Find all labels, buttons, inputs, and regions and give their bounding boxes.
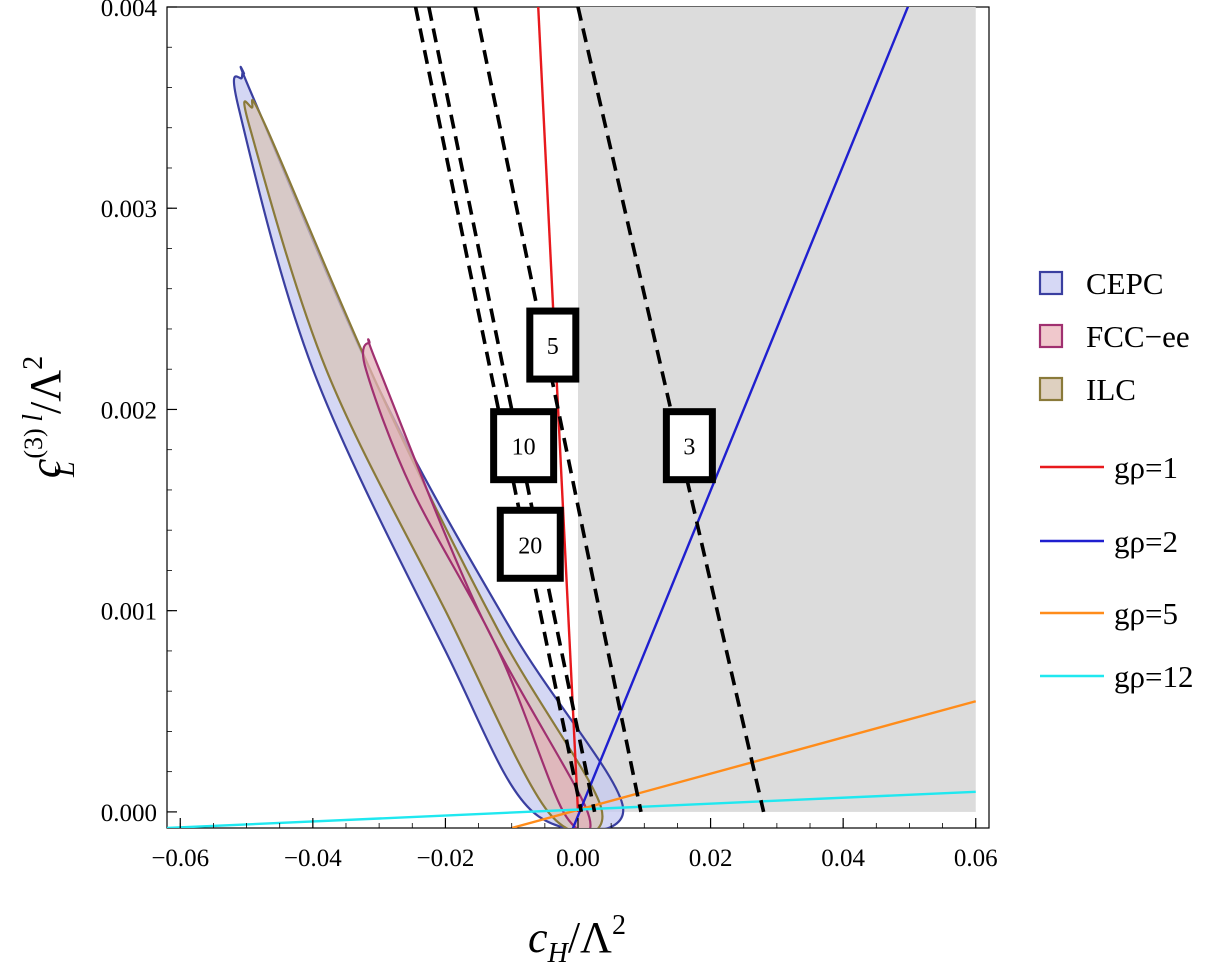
ellipse-fcc-ee	[361, 338, 592, 828]
x-tick-label: 0.02	[689, 845, 733, 872]
svg-text:c(3) l/Λ2: c(3) l/Λ2	[18, 356, 70, 478]
svg-text:10: 10	[512, 435, 536, 461]
legend-item-4: gρ=2	[1040, 524, 1178, 559]
series-line-grho-1	[537, 7, 580, 812]
legend-item-6: gρ=12	[1040, 659, 1193, 694]
dashed-contour-5	[473, 7, 643, 813]
y-axis-title: c(3) l/Λ2 L	[18, 356, 81, 478]
series-layer	[167, 7, 977, 828]
contour-label-5: 5	[526, 307, 580, 383]
y-tick-label: 0.004	[101, 0, 158, 22]
shaded-region-layer	[578, 7, 976, 812]
legend-item-0: CEPC	[1038, 266, 1164, 301]
dashed-contour-3	[576, 7, 766, 813]
series-line-grho-3	[511, 700, 977, 828]
ellipse-ilc	[243, 98, 604, 828]
y-tick-label: 0.001	[101, 599, 157, 626]
series-line-grho-2	[571, 7, 910, 828]
legend-item-2: ILC	[1038, 372, 1136, 407]
contour-label-3: 3	[662, 408, 716, 484]
contour-label-10: 10	[490, 408, 558, 484]
y-tick-label: 0.003	[101, 196, 157, 223]
dashed-contour-10	[427, 7, 597, 813]
x-tick-label: 0.06	[954, 845, 998, 872]
x-tick-label: −0.06	[151, 845, 209, 872]
svg-text:20: 20	[518, 533, 542, 559]
svg-text:3: 3	[683, 435, 695, 461]
legend-item-3: gρ=1	[1040, 450, 1178, 485]
legend-label: CEPC	[1086, 266, 1164, 301]
contour-label-20: 20	[496, 506, 564, 582]
dashed-contour-layer	[413, 7, 766, 813]
x-tick-label: 0.00	[556, 845, 600, 872]
legend-label: gρ=12	[1114, 659, 1193, 694]
x-tick-label: −0.04	[284, 845, 342, 872]
svg-text:L: L	[50, 461, 81, 478]
x-tick-label: −0.02	[416, 845, 474, 872]
contour-label-layer: 5 10 20 3	[490, 307, 716, 582]
y-tick-label: 0.002	[101, 397, 157, 424]
legend-label: gρ=1	[1114, 450, 1178, 485]
legend-label: FCC−ee	[1086, 319, 1190, 354]
ellipse-layer	[232, 65, 625, 828]
x-axis-title: cH/Λ2	[528, 910, 626, 966]
axes-layer: −0.06 −0.04 −0.02 0.00 0.02 0.04 0.06 0.000 0.00…	[101, 0, 998, 872]
legend: CEPC FCC−ee ILC gρ=1 gρ=2 gρ=5 gρ=12	[1038, 266, 1193, 694]
legend-label: ILC	[1086, 372, 1136, 407]
allowed-shaded-region	[578, 7, 976, 812]
legend-item-5: gρ=5	[1040, 596, 1178, 631]
legend-item-1: FCC−ee	[1038, 319, 1190, 354]
series-line-grho-4	[167, 790, 976, 828]
legend-label: gρ=2	[1114, 524, 1178, 559]
legend-label: gρ=5	[1114, 596, 1178, 631]
y-tick-label: 0.000	[101, 800, 157, 827]
dashed-contour-20	[413, 7, 584, 813]
svg-text:5: 5	[547, 334, 559, 360]
x-tick-label: 0.04	[821, 845, 865, 872]
